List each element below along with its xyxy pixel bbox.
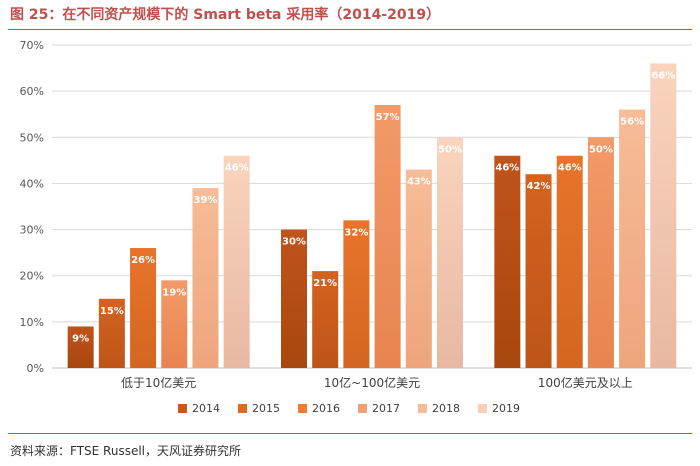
- data-label: 26%: [131, 255, 155, 266]
- data-label: 46%: [558, 163, 582, 174]
- data-label: 19%: [162, 287, 186, 298]
- source-note: 资料来源：FTSE Russell，天风证券研究所: [10, 444, 241, 458]
- bar-2015-2: [312, 271, 339, 368]
- bar-2015-3: [525, 174, 552, 368]
- data-label: 9%: [72, 333, 89, 344]
- data-label: 50%: [589, 144, 613, 155]
- y-tick-label: 20%: [20, 270, 44, 283]
- legend-swatch-2018: [418, 404, 427, 413]
- bar-2019-1: [223, 155, 250, 368]
- y-tick-label: 40%: [20, 177, 44, 190]
- data-label: 30%: [282, 237, 306, 248]
- bar-2019-3: [650, 63, 677, 368]
- bar-2014-2: [281, 229, 307, 368]
- data-label: 21%: [313, 278, 337, 289]
- data-label: 50%: [438, 144, 462, 155]
- legend-swatch-2015: [238, 404, 247, 413]
- bottom-divider: [8, 433, 692, 434]
- data-label: 39%: [193, 195, 217, 206]
- y-tick-label: 60%: [20, 85, 44, 98]
- data-label: 43%: [407, 177, 431, 188]
- legend-swatch-2014: [178, 404, 187, 413]
- y-tick-label: 70%: [20, 39, 44, 52]
- bar-2014-3: [494, 155, 521, 368]
- data-label: 32%: [344, 227, 368, 238]
- legend-label-2014: 2014: [192, 402, 220, 415]
- bar-2019-2: [437, 137, 463, 368]
- top-divider: [8, 29, 692, 30]
- data-label: 66%: [651, 70, 675, 81]
- figure-title-text: 图 25：在不同资产规模下的 Smart beta 采用率（2014-2019）: [10, 7, 441, 23]
- data-label: 42%: [527, 181, 551, 192]
- y-tick-label: 30%: [20, 224, 44, 237]
- y-tick-label: 50%: [20, 131, 44, 144]
- bar-series: 9% 30% 46% 15% 21% 42% 26% 32% 46% 19% 57% 50% 39% 43…: [67, 63, 677, 368]
- bar-2016-2: [343, 220, 370, 368]
- gridlines: [52, 44, 692, 369]
- legend-swatch-2019: [478, 404, 487, 413]
- bar-2015-1: [98, 298, 125, 368]
- x-axis: 低于10亿美元 10亿~100亿美元 100亿美元及以上: [121, 375, 633, 390]
- legend-label-2017: 2017: [372, 402, 400, 415]
- legend-swatch-2017: [358, 404, 367, 413]
- legend-label-2016: 2016: [312, 402, 340, 415]
- figure-title: 图 25：在不同资产规模下的 Smart beta 采用率（2014-2019）: [10, 4, 440, 24]
- x-category-label: 100亿美元及以上: [538, 375, 633, 390]
- y-tick-label: 0%: [27, 362, 44, 375]
- bar-2018-2: [405, 169, 432, 368]
- legend: 2014 2015 2016 2017 2018 2019: [178, 402, 520, 415]
- legend-swatch-2016: [298, 404, 307, 413]
- data-label: 57%: [376, 112, 400, 123]
- legend-label-2019: 2019: [492, 402, 520, 415]
- bar-2017-3: [587, 137, 614, 368]
- bar-2014-1: [67, 326, 94, 368]
- data-label: 15%: [100, 306, 124, 317]
- x-category-label: 10亿~100亿美元: [324, 375, 420, 390]
- bar-2017-1: [161, 280, 188, 368]
- bar-2016-3: [556, 155, 583, 368]
- y-axis: 0% 10% 20% 30% 40% 50% 60% 70%: [20, 39, 44, 375]
- data-label: 46%: [225, 163, 249, 174]
- x-category-label: 低于10亿美元: [121, 375, 196, 390]
- bar-chart: 0% 10% 20% 30% 40% 50% 60% 70% 9% 30% 46% 15% 21% 42…: [20, 39, 692, 415]
- data-label: 46%: [495, 163, 519, 174]
- bar-2017-2: [374, 104, 401, 368]
- bar-2018-3: [619, 109, 646, 368]
- bar-2018-1: [192, 188, 219, 368]
- data-label: 56%: [620, 117, 644, 128]
- legend-label-2018: 2018: [432, 402, 460, 415]
- bar-2016-1: [130, 248, 157, 368]
- legend-label-2015: 2015: [252, 402, 280, 415]
- y-tick-label: 10%: [20, 316, 44, 329]
